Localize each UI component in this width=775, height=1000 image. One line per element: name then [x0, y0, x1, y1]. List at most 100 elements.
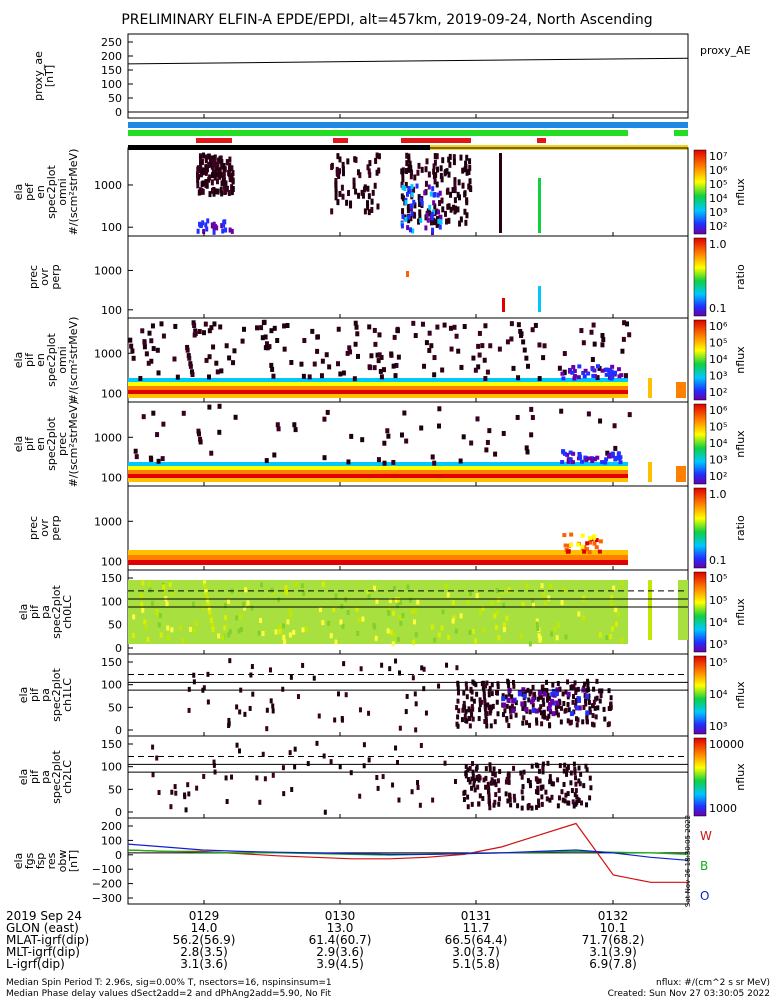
spectrogram-pixel	[302, 590, 306, 596]
spectrogram-pixel	[607, 688, 611, 694]
spectrogram-pixel	[370, 206, 374, 213]
spectrogram-pixel	[257, 630, 261, 636]
spectrogram-pixel	[330, 164, 334, 171]
spectrogram-pixel	[467, 707, 471, 713]
spectrogram-pixel	[349, 433, 354, 439]
spectrogram-pixel	[524, 445, 529, 451]
spectrogram-pixel	[585, 802, 589, 808]
spectrogram-pixel	[201, 188, 205, 195]
spectrogram-pixel	[325, 409, 330, 415]
spectrogram-pixel	[187, 707, 191, 713]
spectrogram-pixel	[312, 675, 316, 681]
spectrogram-pixel	[376, 358, 381, 364]
spectrogram-pixel	[396, 636, 400, 642]
spectrogram-pixel	[484, 683, 488, 689]
panel-frame	[127, 33, 689, 119]
spectrogram-pixel	[585, 710, 590, 716]
spectrogram-pixel	[228, 227, 232, 233]
spectrogram-pixel	[520, 701, 525, 707]
spectrogram-pixel	[484, 719, 488, 725]
spectrogram-pixel	[267, 344, 272, 350]
panel-ylabel: ch0LC	[61, 595, 74, 629]
spectrogram-pixel	[201, 167, 205, 174]
spectrogram-pixel	[349, 202, 353, 209]
colorbar-label: nflux	[734, 430, 747, 458]
spectrogram-pixel	[427, 330, 432, 336]
y-tick-label: −300	[92, 892, 122, 905]
spectrogram-pixel	[204, 222, 208, 228]
spectrogram-pixel	[482, 777, 486, 783]
spectrogram-pixel	[584, 458, 589, 463]
spectrogram-pixel	[543, 714, 547, 720]
spectrogram-pixel	[389, 352, 394, 358]
spectrogram-pixel	[407, 185, 411, 191]
spectrogram-pixel	[398, 614, 402, 620]
spectrogram-pixel	[582, 545, 587, 550]
spectrogram-pixel	[276, 426, 281, 432]
panel-ylabel: pa	[39, 770, 52, 784]
spectrogram-pixel	[433, 153, 437, 160]
spectrogram-pixel	[230, 228, 234, 234]
colorbar-tick: 10⁶	[709, 404, 728, 417]
spectrogram-pixel	[530, 327, 535, 333]
spectrogram-pixel	[522, 693, 527, 699]
spectrogram-pixel	[569, 543, 574, 548]
spectrogram-pixel	[557, 795, 561, 801]
panel-ylabel: pif	[23, 436, 36, 451]
spectrogram-pixel	[411, 320, 416, 326]
spectrogram-pixel	[574, 781, 578, 787]
y-tick-label: 50	[108, 619, 122, 632]
spectrogram-band	[676, 466, 686, 482]
spectrogram-pixel	[568, 450, 573, 455]
spectrogram-pixel	[478, 793, 482, 799]
spectrogram-pixel	[169, 804, 173, 810]
spectrogram-pixel	[616, 367, 621, 372]
spectrogram-pixel	[341, 170, 345, 177]
spectrogram-pixel	[556, 680, 560, 686]
spectrogram-pixel	[242, 326, 247, 332]
spectrogram-pixel	[468, 765, 472, 771]
colorbar-tick: 10⁴	[709, 688, 728, 701]
spectrogram-pixel	[404, 216, 408, 222]
spectrogram-pixel	[212, 759, 216, 765]
spectrogram-pixel	[480, 343, 485, 349]
spectrogram-pixel	[615, 621, 619, 627]
spectrogram-pixel	[487, 794, 491, 800]
spectrogram-pixel	[623, 373, 628, 379]
spectrogram-pixel	[366, 185, 370, 192]
panel-ylabel: ela	[17, 687, 30, 704]
footer-value: 0132	[598, 909, 629, 923]
spectrogram-pixel	[346, 158, 350, 165]
spectrogram-pixel	[559, 408, 564, 414]
spectrogram-pixel	[436, 192, 440, 198]
spectrogram-pixel	[210, 223, 214, 229]
spectrogram-pixel	[206, 699, 210, 705]
spectrogram-pixel	[596, 705, 600, 711]
spectrogram-pixel	[468, 178, 472, 185]
spectrogram-pixel	[261, 751, 265, 757]
spectrogram-pixel	[501, 693, 505, 699]
colorbar-tick: 10⁶	[709, 164, 728, 177]
spectrogram-pixel	[592, 699, 596, 705]
spectrogram-pixel	[375, 775, 379, 781]
spectrogram-pixel	[407, 153, 411, 160]
spectrogram-pixel	[213, 154, 217, 161]
spectrogram-pixel	[304, 626, 308, 632]
spectrogram-pixel	[282, 323, 287, 329]
spectrogram-pixel	[466, 776, 470, 782]
spectrogram-pixel	[537, 768, 541, 774]
footer-value: 66.5(64.4)	[445, 933, 508, 947]
spectrogram-pixel	[373, 341, 378, 347]
spectrogram-pixel	[438, 200, 442, 207]
spectrogram-pixel	[251, 691, 255, 697]
spectrogram-pixel	[441, 157, 445, 164]
spectrogram-pixel	[600, 460, 605, 465]
spectrogram-pixel	[505, 615, 509, 621]
spectrogram-pixel	[413, 174, 417, 181]
spectrogram-pixel	[462, 690, 466, 696]
spectrogram-pixel	[292, 422, 297, 428]
spectrogram-pixel	[377, 332, 382, 338]
spectrogram-pixel	[318, 607, 322, 613]
spectrogram-pixel	[566, 694, 570, 700]
spectrogram-pixel	[208, 191, 212, 198]
